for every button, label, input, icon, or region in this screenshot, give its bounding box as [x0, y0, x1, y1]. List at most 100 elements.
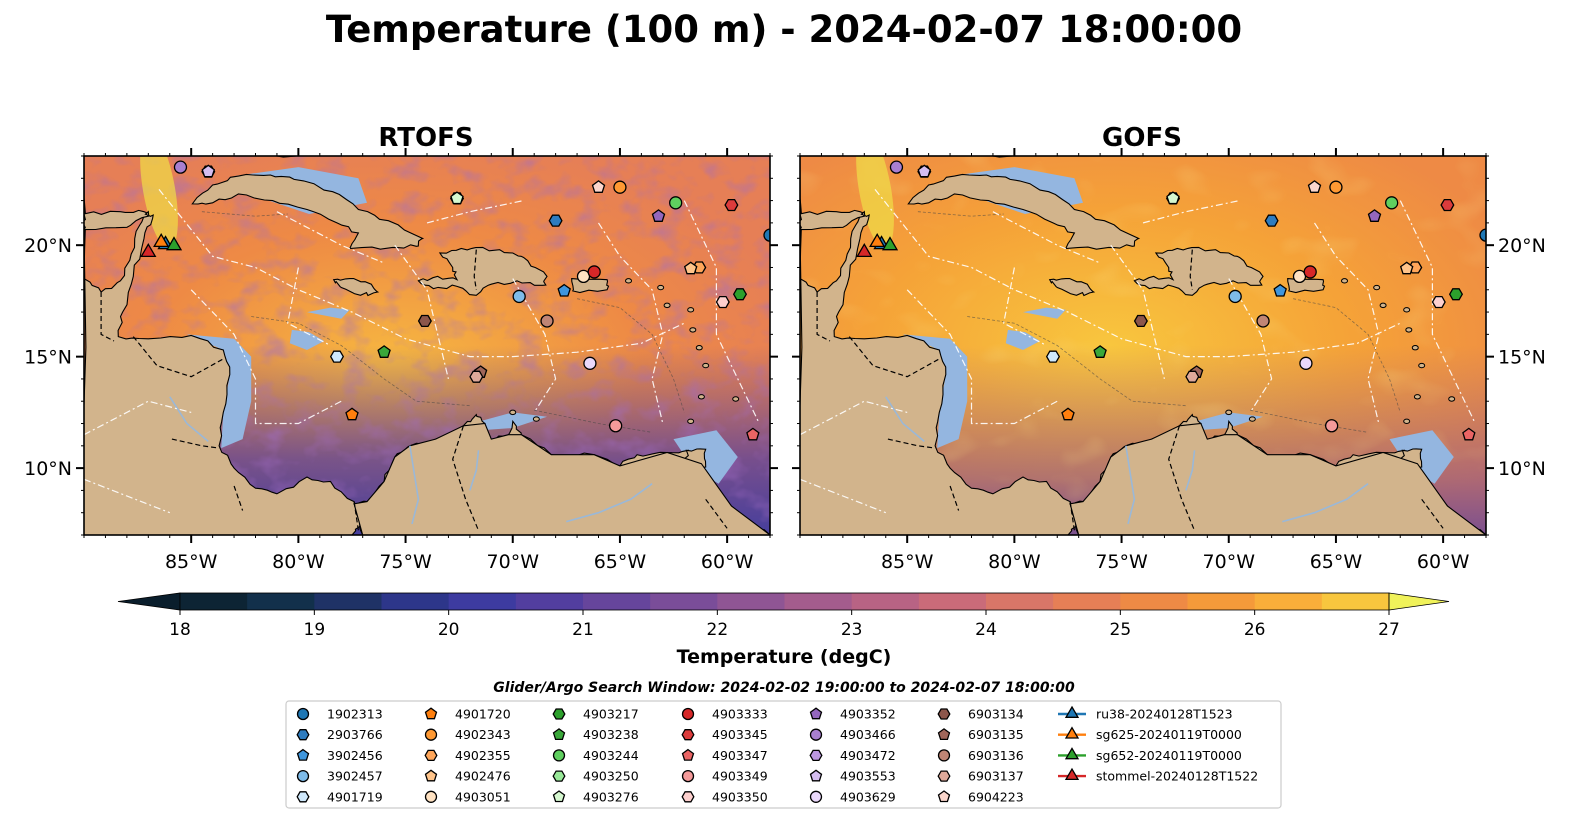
island	[1418, 362, 1426, 369]
legend-marker	[552, 728, 566, 741]
argo-float-4901719	[1045, 350, 1061, 363]
legend-label: 4903217	[583, 707, 639, 722]
shallow-shelf	[307, 307, 350, 319]
glider-sg625	[869, 232, 886, 248]
lat-tick-label: 10°N	[1498, 458, 1546, 480]
legend-label: 4902355	[455, 748, 511, 763]
land-jamaica	[332, 277, 380, 297]
lat-tick-label: 15°N	[24, 347, 72, 369]
legend-label: 1902313	[327, 707, 383, 722]
argo-float-4903553	[201, 164, 216, 178]
eez-boundary	[287, 267, 331, 347]
land-centralAmerica	[84, 156, 364, 535]
colorbar-tick-label: 18	[169, 620, 191, 640]
country-border	[1421, 498, 1444, 529]
search-window-caption: Glider/Argo Search Window: 2024-02-02 19…	[493, 680, 1075, 696]
rtofs-map-panel: RTOFS 85°W 80°W 75°W 70°W 65°W 60°W 20°N 15°N 10…	[24, 123, 778, 573]
island	[695, 345, 703, 351]
colorbar-segment	[717, 593, 785, 610]
country-border	[1069, 501, 1075, 531]
legend-marker	[424, 749, 438, 762]
legend-marker	[681, 748, 695, 761]
legend-label: sg625-20240119T0000	[1096, 727, 1242, 742]
island	[663, 302, 671, 309]
colorbar-tick-label: 19	[304, 620, 326, 640]
island	[532, 416, 540, 422]
colorbar-segment	[448, 593, 517, 610]
island	[1225, 409, 1233, 416]
argo-float-4903217	[732, 288, 748, 301]
argo-float-4903352	[1367, 209, 1382, 222]
argo-float-3902456	[557, 283, 571, 297]
country-border	[233, 485, 244, 511]
gofs-map: 85°W 80°W 75°W 70°W 65°W 60°W 20°N 15°N 10°N	[792, 148, 1546, 573]
eez-boundary	[1142, 200, 1240, 224]
argo-float-4903333	[587, 265, 601, 279]
river	[409, 445, 420, 525]
legend-label: 4903238	[583, 727, 639, 742]
island	[687, 418, 695, 424]
argo-float-4903352	[651, 209, 666, 222]
legend-label: 4903629	[840, 789, 896, 804]
argo-float-4903347	[746, 427, 760, 441]
island	[689, 327, 697, 333]
colorbar-segment	[247, 593, 315, 610]
eez-boundary	[512, 278, 557, 413]
argo-float-4903345	[1440, 198, 1455, 212]
island	[732, 396, 740, 402]
legend-label: 4903051	[455, 789, 511, 804]
eez-boundary	[683, 200, 760, 424]
legend-label: 6903137	[968, 769, 1024, 784]
legend-label: 4901720	[455, 707, 511, 722]
lat-tick-label: 10°N	[24, 458, 72, 480]
colorbar-tick-label: 26	[1244, 620, 1266, 640]
land-jamaica	[1048, 277, 1096, 297]
land-cuba	[191, 173, 425, 250]
eez-boundary	[874, 189, 1401, 358]
eez-boundary	[906, 289, 1058, 425]
shallow-shelf	[673, 430, 738, 484]
lon-tick-label: 70°W	[1203, 551, 1256, 573]
island	[687, 307, 695, 313]
shallow-shelf	[1389, 430, 1454, 484]
land-south-america	[353, 422, 770, 535]
argo-float-2903766	[1264, 214, 1279, 227]
colorbar-tick-label: 27	[1378, 620, 1400, 640]
argo-float-6904223	[591, 180, 606, 193]
river	[566, 483, 653, 523]
depth-contour	[917, 211, 1004, 217]
legend-label: 4903250	[583, 769, 639, 784]
legend-label: stommel-20240128T1522	[1096, 769, 1258, 784]
colorbar-frame	[179, 592, 1390, 611]
lon-tick-label: 65°W	[1310, 551, 1363, 573]
lon-tick-label: 75°W	[1095, 551, 1148, 573]
argo-float-4903349	[1325, 419, 1339, 433]
legend-marker	[809, 790, 823, 803]
glider-stommel	[856, 243, 873, 258]
argo-float-4901720	[345, 407, 359, 421]
platform-legend: 1902313 2903766 3902456 3902457 4901719 49017…	[285, 700, 1282, 809]
argo-float-4902343	[1329, 180, 1343, 194]
argo-float-6903137	[469, 370, 484, 383]
argo-float-4903629	[1299, 356, 1313, 370]
legend-label: 4903345	[712, 727, 768, 742]
argo-float-4903350	[1431, 295, 1446, 309]
land-florida	[967, 156, 1013, 158]
lat-tick-label: 20°N	[24, 235, 72, 257]
legend-marker	[424, 707, 438, 720]
colorbar-segment	[1120, 593, 1188, 610]
country-border	[705, 498, 728, 529]
legend-marker	[937, 790, 951, 803]
colorbar-over-extend	[1388, 592, 1450, 611]
island	[1403, 418, 1411, 424]
argo-float-4901720	[1061, 407, 1075, 421]
colorbar-segment	[918, 593, 987, 610]
island	[1341, 278, 1349, 284]
glider-sg652	[165, 236, 183, 251]
argo-float-3902457	[1228, 289, 1242, 304]
argo-float-6903134	[1133, 314, 1148, 328]
argo-float-4903244	[669, 196, 683, 210]
island	[1403, 307, 1411, 313]
island	[1413, 394, 1421, 400]
river	[1125, 445, 1136, 525]
